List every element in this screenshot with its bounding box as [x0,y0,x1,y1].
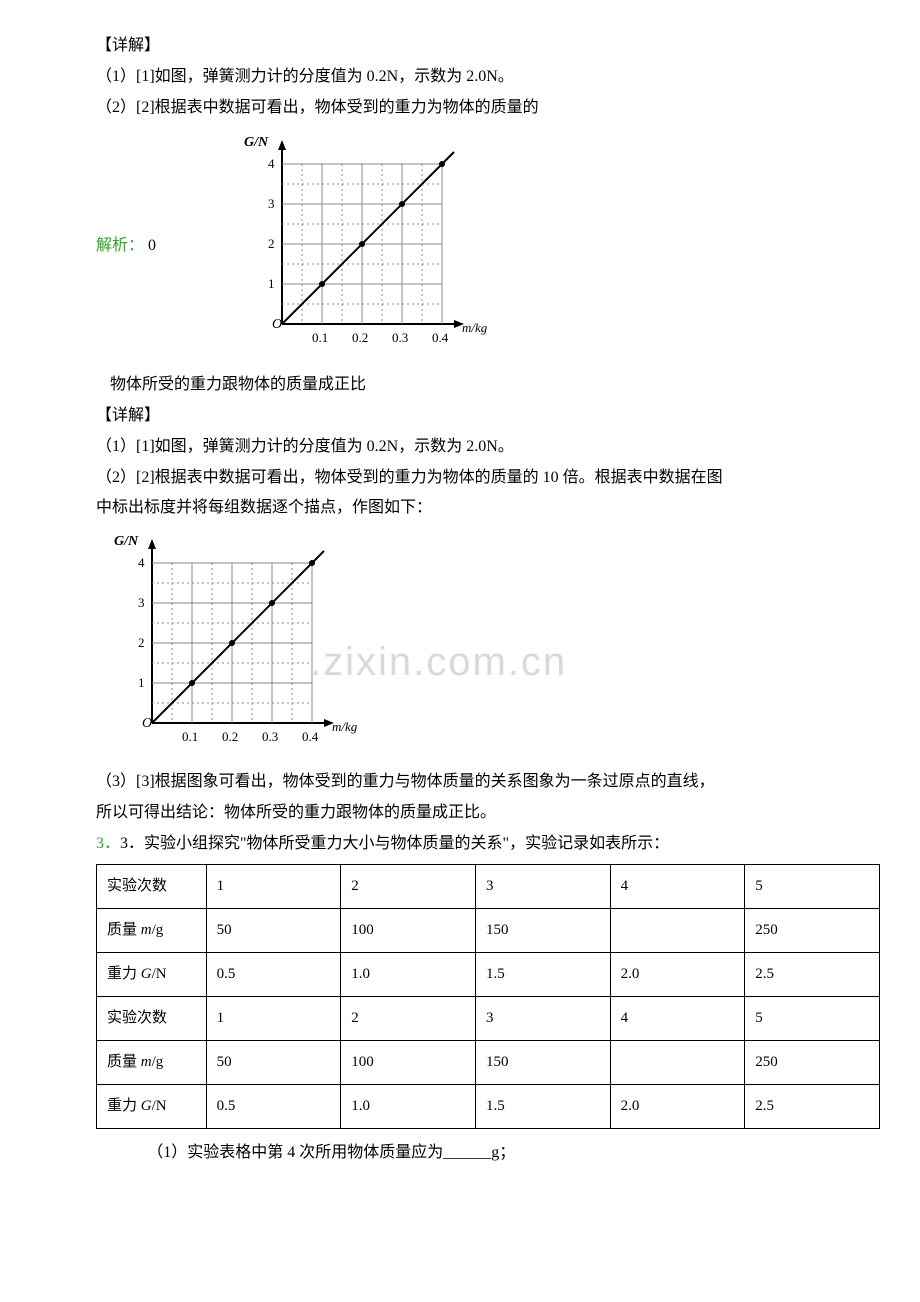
table-row: 质量 m/g 50 100 150 250 [97,909,880,953]
cell [610,909,745,953]
cell: 3 [475,997,610,1041]
cell: 4 [610,997,745,1041]
analysis-value: 0 [148,232,156,261]
data-table-1: 实验次数 1 2 3 4 5 质量 m/g 50 100 150 250 重力 … [96,864,880,1129]
table-row: 实验次数 1 2 3 4 5 [97,865,880,909]
detail3-line-2: 所以可得出结论：物体所受的重力跟物体的质量成正比。 [96,799,880,828]
svg-text:0.2: 0.2 [222,729,238,744]
cell: 2.5 [745,1085,880,1129]
data-tables: 实验次数 1 2 3 4 5 质量 m/g 50 100 150 250 重力 … [96,864,880,1129]
row-label: 实验次数 [97,997,207,1041]
row-label: 重力 G/N [97,1085,207,1129]
origin-label: O [272,317,282,332]
analysis-row: 解析： 0 G/N [96,124,880,369]
cell: 100 [341,1041,476,1085]
xlabel: m/kg [462,320,488,335]
svg-text:4: 4 [138,555,145,570]
cell: 50 [206,1041,341,1085]
detail3-line-1: （3）[3]根据图象可看出，物体受到的重力与物体质量的关系图象为一条过原点的直线… [96,768,880,797]
svg-text:m/kg: m/kg [332,719,358,734]
detail2-line-1: （1）[1]如图，弹簧测力计的分度值为 0.2N，示数为 2.0N。 [96,433,880,462]
cell: 1.5 [475,953,610,997]
svg-text:0.2: 0.2 [352,330,368,345]
cell: 1.0 [341,1085,476,1129]
detail2-line-2a: （2）[2]根据表中数据可看出，物体受到的重力为物体的质量的 10 倍。根据表中… [96,464,880,493]
cell: 1 [206,997,341,1041]
row-label: 实验次数 [97,865,207,909]
table-row: 质量 m/g 50 100 150 250 [97,1041,880,1085]
chart-svg-1: G/N [226,132,492,350]
detail-line-1: （1）[1]如图，弹簧测力计的分度值为 0.2N，示数为 2.0N。 [96,63,880,92]
svg-text:1: 1 [268,276,275,291]
question-3: 3．3．实验小组探究"物体所受重力大小与物体质量的关系"，实验记录如表所示： [96,830,880,859]
cell [610,1041,745,1085]
detail2-line-2b: 中标出标度并将每组数据逐个描点，作图如下： [96,494,880,523]
svg-text:0.1: 0.1 [182,729,198,744]
row-label: 重力 G/N [97,953,207,997]
cell: 150 [475,909,610,953]
svg-text:3: 3 [268,196,275,211]
svg-text:1: 1 [138,675,145,690]
cell: 100 [341,909,476,953]
cell: 0.5 [206,953,341,997]
question-3-text: 3．实验小组探究"物体所受重力大小与物体质量的关系"，实验记录如表所示： [120,835,669,852]
svg-text:0.4: 0.4 [302,729,319,744]
detail-line-2: （2）[2]根据表中数据可看出，物体受到的重力为物体的质量的 [96,94,880,123]
cell: 250 [745,909,880,953]
svg-text:4: 4 [268,156,275,171]
table-row: 重力 G/N 0.5 1.0 1.5 2.0 2.5 [97,1085,880,1129]
cell: 150 [475,1041,610,1085]
row-label: 质量 m/g [97,1041,207,1085]
row-label: 质量 m/g [97,909,207,953]
cell: 250 [745,1041,880,1085]
cell: 2 [341,865,476,909]
conclusion-line: 物体所受的重力跟物体的质量成正比 [110,371,880,400]
cell: 4 [610,865,745,909]
cell: 1.5 [475,1085,610,1129]
detail-heading: 【详解】 [96,32,880,61]
ylabel: G/N [244,135,269,150]
detail-heading-2: 【详解】 [96,402,880,431]
chart-1: G/N [226,132,492,361]
table-row: 实验次数 1 2 3 4 5 [97,997,880,1041]
svg-text:G/N: G/N [114,534,139,549]
svg-text:O: O [142,716,152,731]
cell: 2.0 [610,953,745,997]
cell: 2.0 [610,1085,745,1129]
cell: 50 [206,909,341,953]
table-row: 重力 G/N 0.5 1.0 1.5 2.0 2.5 [97,953,880,997]
analysis-label: 解析： [96,232,144,261]
cell: 2 [341,997,476,1041]
svg-text:3: 3 [138,595,145,610]
svg-text:0.3: 0.3 [392,330,408,345]
svg-text:0.4: 0.4 [432,330,449,345]
svg-text:2: 2 [268,236,275,251]
chart-svg-2: G/N [96,531,362,749]
cell: 0.5 [206,1085,341,1129]
cell: 1.0 [341,953,476,997]
svg-text:0.3: 0.3 [262,729,278,744]
svg-text:2: 2 [138,635,145,650]
cell: 2.5 [745,953,880,997]
cell: 5 [745,865,880,909]
chart-2: G/N [96,531,880,760]
cell: 1 [206,865,341,909]
page-content: 【详解】 （1）[1]如图，弹簧测力计的分度值为 0.2N，示数为 2.0N。 … [96,32,880,1168]
cell: 3 [475,865,610,909]
svg-text:0.1: 0.1 [312,330,328,345]
cell: 5 [745,997,880,1041]
question-3-1: （1）实验表格中第 4 次所用物体质量应为______g； [96,1139,880,1168]
